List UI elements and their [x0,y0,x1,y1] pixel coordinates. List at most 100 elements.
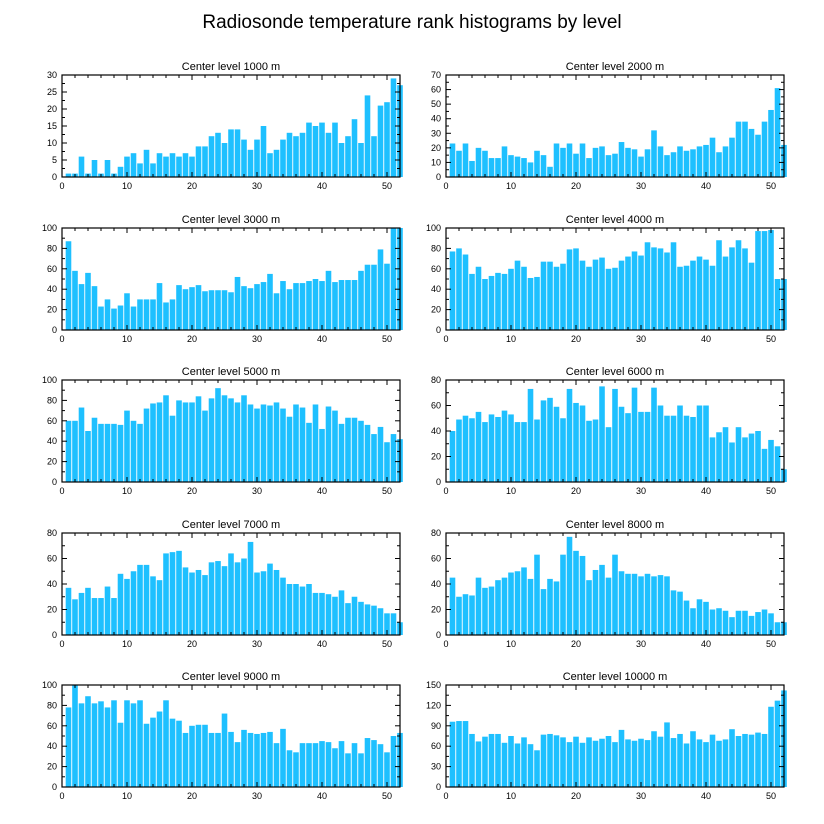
bar [358,143,364,177]
bar [573,736,579,787]
bar [189,572,195,635]
bar [774,700,781,787]
bar [592,147,599,177]
y-tick-label: 40 [431,114,441,124]
bar [111,308,117,330]
bar [234,402,241,482]
x-tick-label: 0 [443,639,448,649]
bar [345,417,351,482]
bar [716,240,722,330]
bar [384,442,390,482]
bar [338,280,345,330]
bar [631,740,638,787]
bar [755,612,761,635]
bar [664,722,670,787]
bar [703,259,709,330]
bar [176,720,182,787]
bar [651,130,657,177]
bar [293,136,299,177]
bar [566,143,573,177]
bar [104,299,111,330]
y-tick-label: 100 [426,223,441,233]
bar [221,566,228,635]
bar [299,586,306,635]
bar [495,158,501,177]
bar [534,554,540,635]
x-tick-label: 30 [636,334,646,344]
bar [208,398,215,482]
y-tick-label: 40 [431,579,441,589]
bar [527,277,534,330]
bar [293,584,299,635]
y-tick-label: 40 [47,436,57,446]
y-tick-label: 0 [52,630,57,640]
y-tick-label: 80 [431,528,441,538]
y-tick-label: 0 [436,172,441,182]
bar [456,150,462,177]
x-tick-label: 0 [59,486,64,496]
x-tick-label: 30 [252,791,262,801]
bar [267,153,273,177]
bar [449,721,456,787]
bar [586,266,592,330]
bar [319,122,325,177]
bar [215,561,221,635]
bar [508,268,514,330]
bar [755,134,761,177]
bar [618,406,625,482]
bar [189,156,195,177]
y-tick-label: 80 [431,243,441,253]
bar [644,149,651,177]
bar [716,152,722,177]
bar [657,405,664,482]
bar [755,732,761,787]
bar [156,580,163,635]
bar [208,136,215,177]
bar [247,732,254,787]
bar [364,424,371,482]
x-tick-label: 50 [766,334,776,344]
bar [377,426,384,482]
bar [677,733,683,787]
x-tick-label: 30 [252,639,262,649]
bar [560,263,566,330]
y-tick-label: 40 [431,284,441,294]
bar [625,413,631,482]
bar [553,406,560,482]
bar [111,700,117,787]
bar [677,591,683,635]
bar [625,739,631,787]
y-tick-label: 100 [42,375,57,385]
bar [299,407,306,482]
bar [260,732,267,787]
bar [449,251,456,330]
bar [130,420,137,482]
bar [78,592,85,635]
y-tick-label: 25 [47,87,57,97]
bar [579,143,586,177]
bar [670,415,677,482]
bar [189,402,195,482]
y-tick-label: 100 [42,680,57,690]
bar [664,252,670,330]
bar [709,137,716,177]
bar [514,743,521,787]
y-tick-label: 20 [47,457,57,467]
y-tick-label: 120 [426,700,441,710]
bar [742,733,748,787]
bar [469,273,475,330]
bar [566,536,573,635]
bar [638,255,644,330]
bar [482,736,488,787]
bar [65,420,72,482]
bar [469,733,475,787]
bar [683,265,690,330]
chart-panel-4: Center level 4000 m 0 10 20 30 40 50 0 20 40 60 80 1… [426,214,787,344]
bar [221,290,228,330]
bar [221,143,228,177]
x-tick-label: 50 [382,486,392,496]
bar [527,162,534,177]
x-tick-label: 50 [382,639,392,649]
bar [508,414,514,482]
bar [215,388,221,482]
